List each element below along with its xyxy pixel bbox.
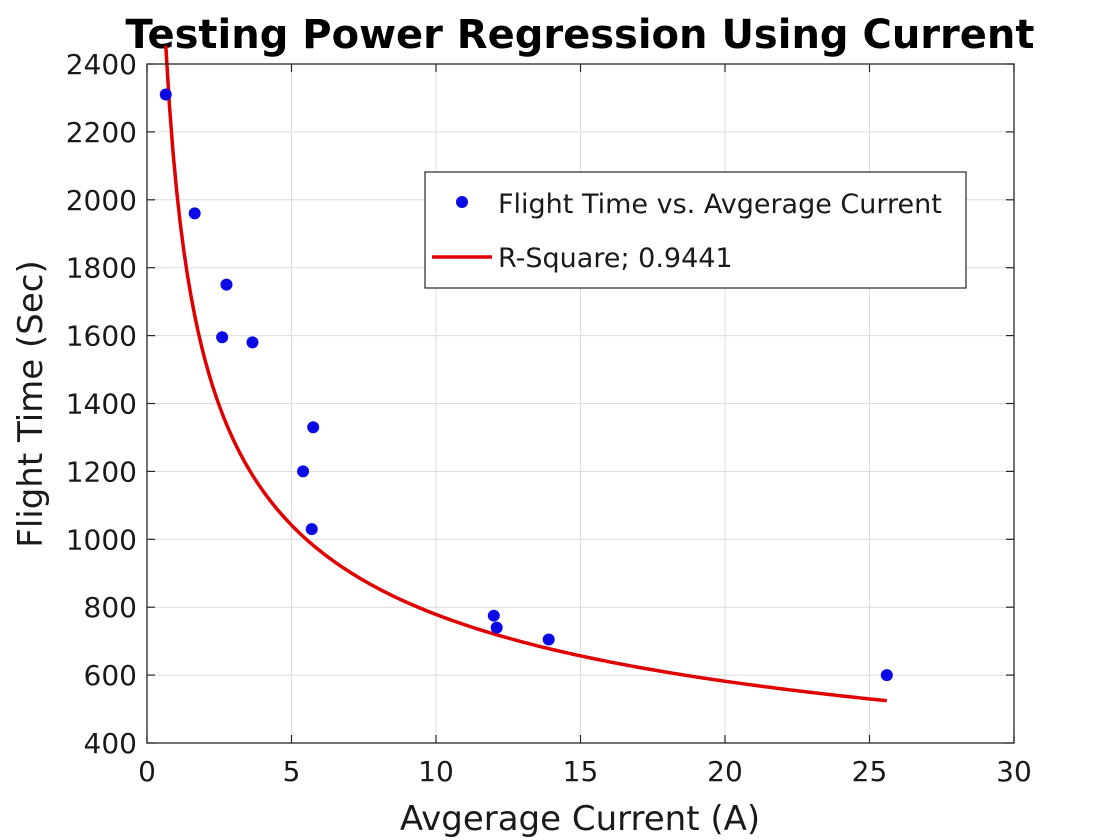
y-tick-label: 1400 [66, 388, 137, 421]
legend: Flight Time vs. Avgerage Current R-Square… [424, 171, 967, 289]
data-point [542, 633, 555, 646]
data-point [297, 465, 310, 478]
data-point [490, 621, 503, 634]
x-axis-label: Avgerage Current (A) [400, 799, 760, 839]
data-point [216, 331, 229, 344]
y-tick-label: 400 [84, 727, 137, 760]
y-tick-labels: 400 600 800 1000 1200 1400 1600 1800 2000 2200 240… [66, 48, 137, 760]
x-tick-label: 15 [563, 755, 599, 788]
legend-label-fit: R-Square; 0.9441 [498, 243, 733, 274]
y-tick-label: 1000 [66, 523, 137, 556]
x-tick-label: 10 [418, 755, 454, 788]
legend-marker-points [456, 196, 468, 208]
x-tick-label: 30 [996, 755, 1032, 788]
data-point [220, 278, 233, 291]
grid [146, 63, 1015, 744]
fit-curve [164, 45, 888, 703]
fit-line-layer [164, 45, 888, 703]
y-tick-label: 2000 [66, 184, 137, 217]
y-tick-label: 1200 [66, 455, 137, 488]
y-tick-label: 800 [84, 591, 137, 624]
data-point [246, 336, 259, 349]
legend-box [424, 171, 967, 289]
data-point [305, 523, 318, 536]
scatter-points [159, 88, 893, 682]
data-point [159, 88, 172, 101]
chart-title: Testing Power Regression Using Current [126, 12, 1035, 58]
x-tick-label: 25 [852, 755, 888, 788]
data-point [188, 207, 201, 220]
data-point [307, 421, 320, 434]
plot-frame [146, 63, 1015, 744]
y-axis-label: Flight Time (Sec) [11, 260, 51, 547]
data-point [487, 609, 500, 622]
y-tick-label: 2200 [66, 116, 137, 149]
y-tick-label: 2400 [66, 48, 137, 81]
y-tick-label: 1800 [66, 252, 137, 285]
legend-label-points: Flight Time vs. Avgerage Current [498, 189, 942, 220]
x-tick-labels: 0 5 10 15 20 25 30 [138, 755, 1032, 788]
x-tick-label: 20 [707, 755, 743, 788]
y-tick-label: 600 [84, 659, 137, 692]
x-tick-label: 0 [138, 755, 156, 788]
x-tick-label: 5 [283, 755, 301, 788]
data-point [880, 669, 893, 682]
y-tick-label: 1600 [66, 320, 137, 353]
